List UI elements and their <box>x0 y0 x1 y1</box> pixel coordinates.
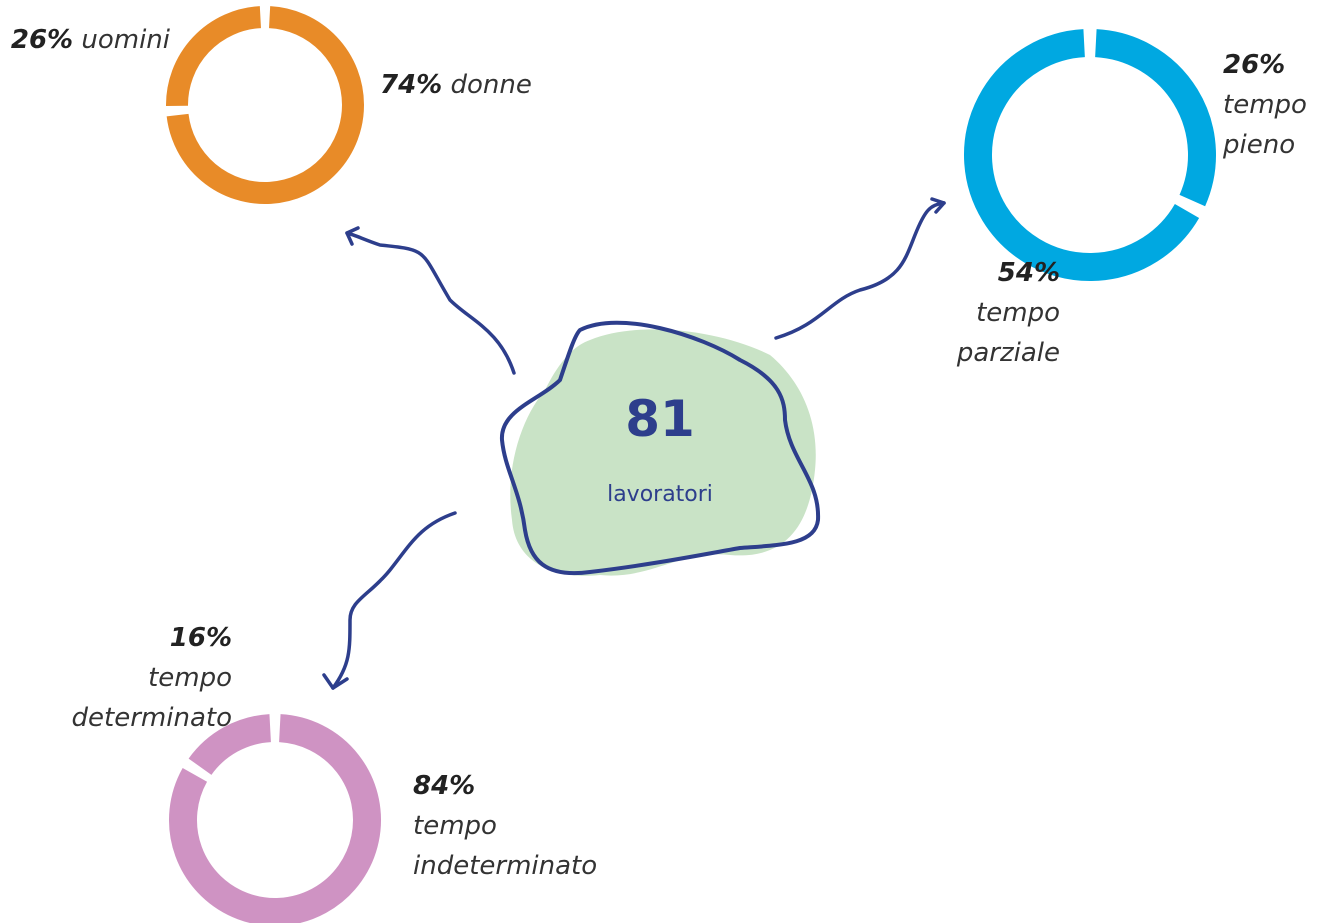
value-label: 16% <box>169 623 232 653</box>
category-label: tempo parziale <box>956 298 1060 368</box>
arrowhead <box>930 197 946 214</box>
value-label: 26% <box>1223 50 1286 80</box>
center-outline <box>499 320 821 576</box>
category-label: uomini <box>81 25 170 55</box>
legend-label: 84% tempo indeterminato <box>413 766 633 886</box>
donut-segment <box>166 6 262 107</box>
value-label: 84% <box>413 771 476 801</box>
donut-segment <box>188 714 272 776</box>
arrowhead <box>322 673 349 690</box>
arrows <box>322 197 946 690</box>
value-label: 26% <box>10 25 74 55</box>
category-label: donne <box>450 70 532 100</box>
arrow <box>774 201 946 340</box>
arrow <box>331 511 457 690</box>
arrow <box>345 231 516 375</box>
legend-label: 26% tempo pieno <box>1223 45 1313 165</box>
center-label: lavoratori <box>607 482 713 507</box>
donut-segment <box>166 6 364 204</box>
category-label: tempo determinato <box>71 663 232 733</box>
legend-label: 26% uomini <box>11 20 170 60</box>
arrowhead <box>345 226 360 246</box>
donut-segment <box>964 29 1200 281</box>
donut-segment <box>169 714 381 923</box>
legend-label: 74% donne <box>380 65 532 105</box>
center-value: 81 <box>625 390 695 448</box>
category-label: tempo pieno <box>1223 90 1307 160</box>
value-label: 74% <box>380 70 443 100</box>
category-label: tempo indeterminato <box>413 811 598 881</box>
legend-label: 16% tempo determinato <box>32 618 232 738</box>
center-blob <box>510 329 816 576</box>
legend-label: 54% tempo parziale <box>930 253 1060 373</box>
value-label: 54% <box>997 258 1060 288</box>
donut-segment <box>1094 29 1216 207</box>
